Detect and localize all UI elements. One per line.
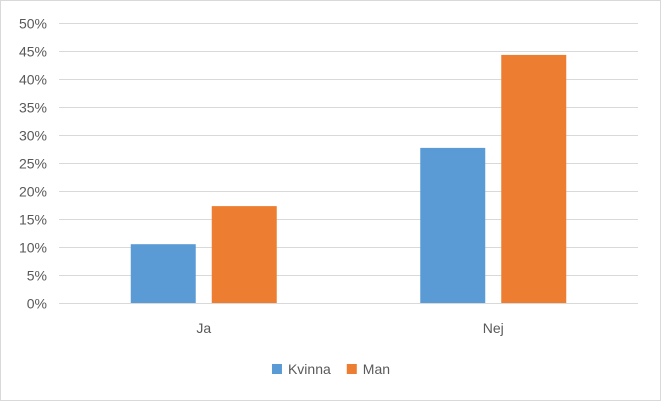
y-tick-label: 10% [19, 240, 47, 256]
legend-label-kvinna: Kvinna [288, 361, 331, 377]
y-tick-label: 35% [19, 100, 47, 116]
bars [130, 54, 567, 303]
y-tick-label: 30% [19, 128, 47, 144]
y-tick-label: 40% [19, 72, 47, 88]
y-tick-label: 20% [19, 184, 47, 200]
bar-man-nej [501, 54, 567, 303]
y-tick-label: 15% [19, 212, 47, 228]
x-tick-label: Nej [483, 320, 504, 336]
y-tick-label: 5% [27, 268, 47, 284]
bar-kvinna-nej [420, 147, 486, 303]
legend-swatch-kvinna [271, 364, 282, 374]
bar-kvinna-ja [130, 244, 196, 303]
x-tick-label: Ja [196, 320, 211, 336]
legend: Kvinna Man [271, 361, 390, 377]
y-tick-label: 50% [19, 16, 47, 32]
y-axis-ticks: 0% 5% 10% 15% 20% 25% 30% 35% 40% 45% 50% [19, 16, 47, 312]
y-tick-label: 0% [27, 296, 47, 312]
y-tick-label: 45% [19, 44, 47, 60]
bar-man-ja [211, 206, 277, 303]
legend-label-man: Man [363, 361, 390, 377]
y-tick-label: 25% [19, 156, 47, 172]
legend-swatch-man [346, 364, 357, 374]
x-axis-ticks: Ja Nej [196, 320, 503, 336]
